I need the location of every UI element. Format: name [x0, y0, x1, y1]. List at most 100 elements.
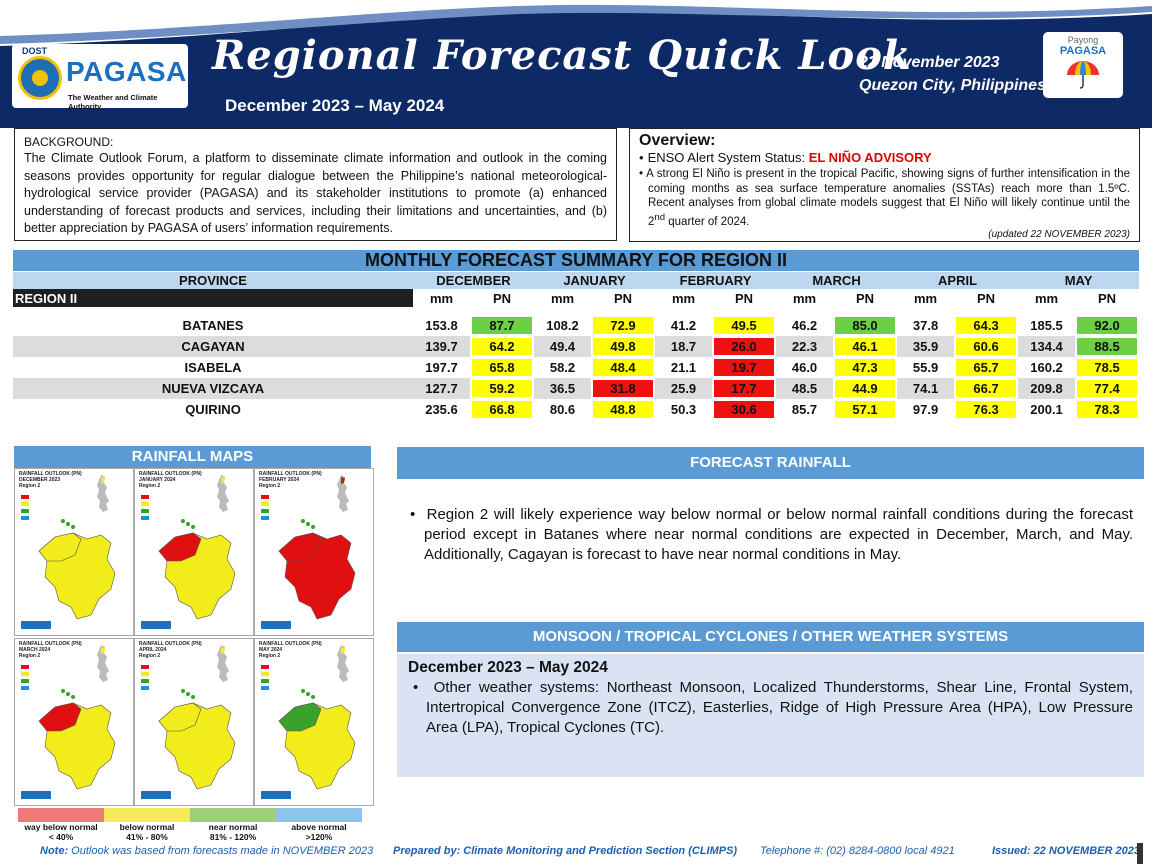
legend-swatch: [190, 808, 276, 822]
mm-value: 139.7: [413, 336, 470, 357]
mm-value: 36.5: [534, 378, 591, 399]
issue-date: 22 November 2023: [859, 54, 1000, 71]
page-title: Regional Forecast Quick Look: [212, 32, 912, 79]
pn-cell: 30.6: [712, 399, 776, 420]
logo-tagline: The Weather and Climate Authority: [68, 93, 158, 111]
pn-cell: 66.8: [470, 399, 534, 420]
pn-cell: 31.8: [591, 378, 655, 399]
pn-value: 65.8: [472, 359, 532, 376]
province-name: QUIRINO: [13, 399, 413, 420]
footer-prepared: Prepared by: Climate Monitoring and Pred…: [393, 844, 737, 858]
header-wave-decoration: [0, 0, 1152, 46]
mm-value: 74.1: [897, 378, 955, 399]
mm-value: 200.1: [1030, 402, 1063, 417]
table-row: BATANES 153.8 87.7 108.2 72.9 41.2 49.5 46.2 85.…: [13, 315, 1139, 336]
footer-issued-text: Issued: 22 NOVEMBER 2023: [992, 845, 1140, 857]
pn-header: PN: [591, 289, 656, 307]
overview-updated: (updated 22 NOVEMBER 2023): [988, 229, 1130, 240]
payong-pagasa-logo: Payong PAGASA: [1043, 32, 1123, 98]
pn-header: PN: [470, 289, 534, 307]
pn-value: 66.8: [472, 401, 532, 418]
forecast-rainfall-header: FORECAST RAINFALL: [397, 447, 1144, 479]
pn-cell: 76.3: [954, 399, 1018, 420]
pn-value: 92.0: [1077, 317, 1138, 334]
issue-place: Quezon City, Philippines: [859, 77, 1046, 94]
pn-cell: 17.7: [712, 378, 776, 399]
region-map-shape: [141, 475, 236, 629]
page-header: DOST PAGASA The Weather and Climate Auth…: [0, 0, 1152, 128]
overview-text: • A strong El Niño is present in the tro…: [639, 168, 1131, 228]
mm-value: 80.6: [549, 402, 576, 417]
map-caption: RAINFALL OUTLOOK (PN) FEBRUARY 2024 Regi…: [259, 471, 322, 489]
pn-cell: 66.7: [954, 378, 1018, 399]
footer-bar: [1137, 843, 1143, 864]
pn-value: 31.8: [593, 380, 654, 397]
mm-value: 35.9: [897, 336, 955, 357]
legend-category: near normal: [208, 822, 258, 832]
footer-note-label: Note:: [40, 845, 69, 857]
table-row: QUIRINO 235.6 66.8 80.6 48.8 50.3 30.6 85.7 57.1…: [13, 399, 1139, 420]
mm-value: 46.0: [791, 360, 818, 375]
pagasa-emblem-icon: [18, 56, 62, 100]
map-caption: RAINFALL OUTLOOK (PN) MAY 2024 Region 2: [259, 641, 322, 659]
enso-status-line: • ENSO Alert System Status: EL NIÑO ADVIS…: [639, 150, 932, 165]
month-header: MARCH: [776, 272, 898, 289]
pn-cell: 48.8: [591, 399, 655, 420]
pn-cell: 19.7: [712, 357, 776, 378]
table-row: NUEVA VIZCAYA 127.7 59.2 36.5 31.8 25.9 17.7 48…: [13, 378, 1139, 399]
mm-value: 58.2: [549, 360, 576, 375]
region-map-shape: [141, 645, 236, 799]
mm-value: 41.2: [670, 318, 697, 333]
table-header-units: REGION II mm PN mm PN mm PN mm PN mm PN mm PN: [13, 289, 1140, 307]
footer-prepared-text: Prepared by: Climate Monitoring and Pred…: [393, 845, 738, 857]
province-name: CAGAYAN: [13, 336, 413, 357]
pn-cell: 26.0: [712, 336, 776, 357]
overview-title: Overview:: [639, 132, 716, 149]
table-row: CAGAYAN 139.7 64.2 49.4 49.8 18.7 26.0 22.3 46.1…: [13, 336, 1139, 357]
monsoon-header: MONSOON / TROPICAL CYCLONES / OTHER WEAT…: [397, 622, 1144, 652]
legend-category: way below normal: [24, 822, 98, 832]
pn-value: 64.2: [472, 338, 532, 355]
pn-value: 47.3: [835, 359, 896, 376]
mm-value: 21.1: [670, 360, 697, 375]
legend-label: above normal >120%: [276, 822, 362, 842]
rainfall-map: RAINFALL OUTLOOK (PN) MAY 2024 Region 2: [254, 638, 374, 806]
month-header: APRIL: [897, 272, 1019, 289]
mm-value: 160.2: [1030, 360, 1063, 375]
pn-cell: 85.0: [833, 315, 897, 336]
background-title: BACKGROUND:: [24, 135, 114, 149]
pn-value: 78.5: [1077, 359, 1138, 376]
pn-value: 78.3: [1077, 401, 1138, 418]
overview-text-sup: nd: [654, 211, 666, 223]
region-map-shape: [21, 645, 116, 799]
month-header: MAY: [1018, 272, 1140, 289]
pn-value: 49.8: [593, 338, 654, 355]
logo-agency: DOST: [22, 46, 48, 56]
mm-value: 46.2: [791, 318, 818, 333]
mm-value: 55.9: [912, 360, 939, 375]
monsoon-body: December 2023 – May 2024 • Other weather…: [397, 654, 1144, 777]
legend-category: above normal: [291, 822, 347, 832]
map-caption: RAINFALL OUTLOOK (PN) DECEMBER 2023 Regi…: [19, 471, 82, 489]
footer-telephone: Telephone #: (02) 8284-0800 local 4921: [760, 845, 955, 857]
mm-header: mm: [1018, 289, 1076, 307]
forecast-rainfall-text: • Region 2 will likely experience way be…: [410, 506, 1134, 563]
region-map-shape: [261, 645, 356, 799]
mm-value: 49.4: [534, 336, 591, 357]
month-header: FEBRUARY: [655, 272, 777, 289]
rainfall-maps-header: RAINFALL MAPS: [14, 446, 371, 468]
rainfall-map: RAINFALL OUTLOOK (PN) MARCH 2024 Region …: [14, 638, 134, 806]
mm-value: 18.7: [655, 336, 713, 357]
overview-text-main: A strong El Niño is present in the tropi…: [646, 168, 1131, 228]
pn-cell: 57.1: [833, 399, 897, 420]
rainfall-map: RAINFALL OUTLOOK (PN) APRIL 2024 Region …: [134, 638, 254, 806]
pn-cell: 44.9: [833, 378, 897, 399]
forecast-rainfall-body: Region 2 will likely experience way belo…: [424, 506, 1134, 563]
mm-value: 209.8: [1018, 378, 1076, 399]
enso-label: ENSO Alert System Status:: [647, 150, 806, 165]
pn-value: 46.1: [835, 338, 896, 355]
mm-header: mm: [534, 289, 591, 307]
pn-value: 19.7: [714, 359, 775, 376]
legend-swatch: [104, 808, 190, 822]
province-name: ISABELA: [13, 357, 413, 378]
